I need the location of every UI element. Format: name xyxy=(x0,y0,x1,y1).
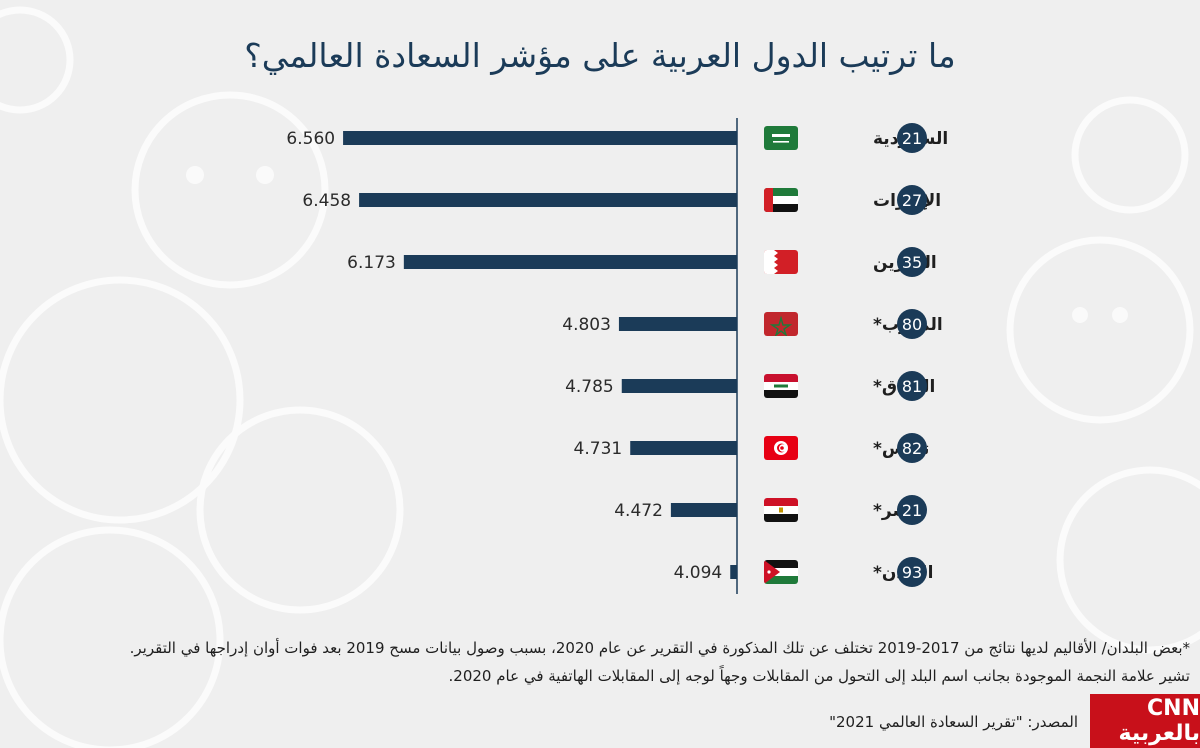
rank-label: 80 xyxy=(902,315,922,334)
source-text: المصدر: "تقرير السعادة العالمي 2021" xyxy=(829,713,1078,731)
footnote-2: تشير علامة النجمة الموجودة بجانب اسم الب… xyxy=(448,667,1191,685)
rank-label: 21 xyxy=(902,501,922,520)
rank-badge xyxy=(897,247,927,277)
rank-badge xyxy=(897,371,927,401)
rank-label: 27 xyxy=(902,191,922,210)
bar xyxy=(403,255,737,269)
rank-label: 82 xyxy=(902,439,922,458)
chart-row: 4.785العراق*81 xyxy=(565,371,935,401)
chart-row: 4.094الأردن*93 xyxy=(674,557,933,587)
bar xyxy=(618,317,737,331)
bar-value-label: 4.094 xyxy=(674,563,723,583)
footnote-1: *بعض البلدان/ الأقاليم لديها نتائج من 20… xyxy=(129,639,1190,657)
bar-value-label: 4.731 xyxy=(574,439,623,459)
rank-badge xyxy=(897,495,927,525)
bar xyxy=(730,565,737,579)
bar xyxy=(343,131,737,145)
rank-label: 81 xyxy=(902,377,922,396)
rank-label: 93 xyxy=(902,563,922,582)
chart-row: 4.472 مصر*21 xyxy=(614,495,927,525)
bahrain-flag-icon xyxy=(764,250,798,274)
saudi-arabia-flag-icon xyxy=(764,126,798,150)
bar-value-label: 4.785 xyxy=(565,377,614,397)
chart-row: 6.560السعودية21 xyxy=(286,123,948,153)
rank-label: 21 xyxy=(902,129,922,148)
chart-title: ما ترتيب الدول العربية على مؤشر السعادة … xyxy=(244,36,956,75)
bar xyxy=(670,503,737,517)
bar xyxy=(359,193,737,207)
tunisia-flag-icon xyxy=(764,436,798,460)
bar-value-label: 6.560 xyxy=(286,129,335,149)
bar-value-label: 6.173 xyxy=(347,253,396,273)
bar-value-label: 6.458 xyxy=(302,191,351,211)
iraq-flag-icon xyxy=(764,374,798,398)
bar xyxy=(630,441,737,455)
footnotes: *بعض البلدان/ الأقاليم لديها نتائج من 20… xyxy=(10,634,1190,690)
rank-badge xyxy=(897,185,927,215)
chart-row: 6.458الإمارات27 xyxy=(302,185,941,215)
rank-label: 35 xyxy=(902,253,922,272)
cnn-arabic-logo: CNN بالعربية xyxy=(1090,694,1200,748)
bar-value-label: 4.472 xyxy=(614,501,663,521)
bar xyxy=(621,379,737,393)
jordan-flag-icon xyxy=(764,560,798,584)
chart-row: 4.731تونس*82 xyxy=(574,433,929,463)
rank-badge xyxy=(897,123,927,153)
uae-flag-icon xyxy=(764,188,798,212)
morocco-flag-icon xyxy=(764,312,798,336)
chart-row: 4.803المغرب*80 xyxy=(562,309,943,339)
rank-badge xyxy=(897,557,927,587)
egypt-flag-icon xyxy=(764,498,798,522)
rank-badge xyxy=(897,309,927,339)
chart-row: 6.173البحرين35 xyxy=(347,247,937,277)
bar-value-label: 4.803 xyxy=(562,315,611,335)
rank-badge xyxy=(897,433,927,463)
